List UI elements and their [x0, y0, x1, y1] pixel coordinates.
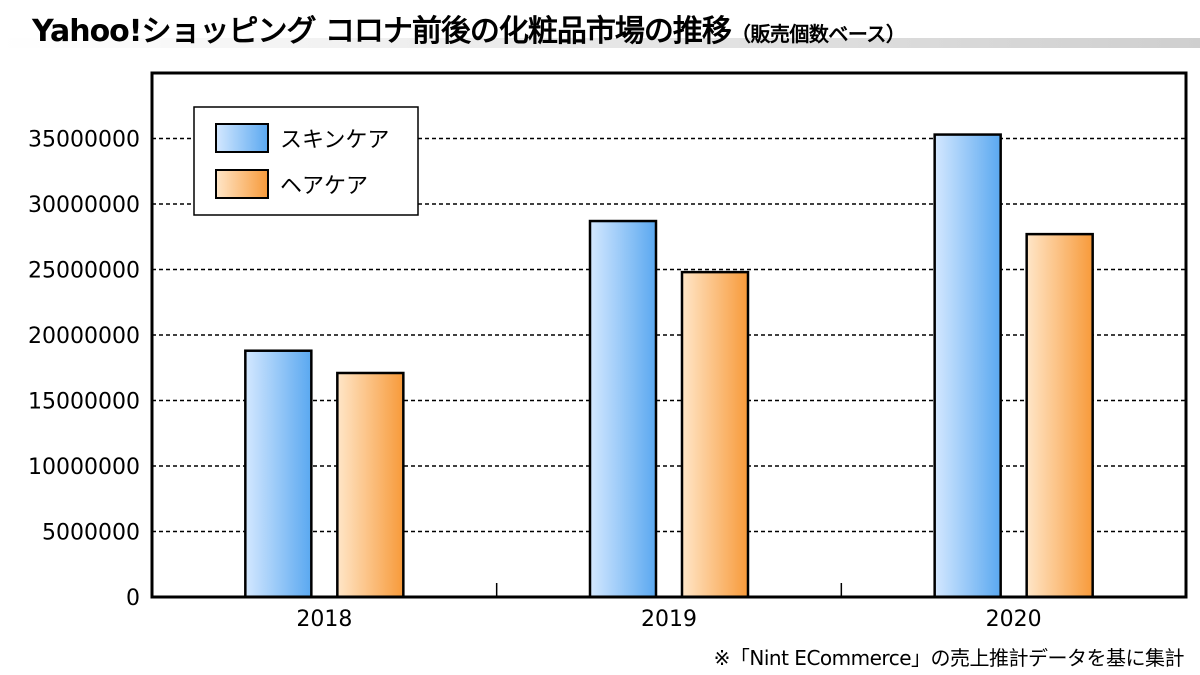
title-underline-shade [0, 38, 1200, 48]
legend-swatch-haircare [215, 169, 269, 199]
y-tick-label: 25000000 [28, 259, 140, 284]
bar-haircare-2019 [680, 270, 750, 599]
y-tick-label: 5000000 [42, 521, 140, 546]
chart-title-main: Yahoo!ショッピング コロナ前後の化粧品市場の推移 [32, 14, 732, 49]
bar-haircare-2020 [1025, 232, 1094, 599]
grid-lines [152, 137, 1186, 533]
bars [244, 133, 1094, 599]
x-axis-ticks: 2018 2019 2020 [296, 583, 1042, 632]
y-tick-label: 15000000 [28, 390, 140, 415]
bar-haircare-2018 [336, 371, 405, 599]
legend-label-skincare: スキンケア [280, 128, 389, 153]
bar-skincare-2019 [588, 219, 658, 599]
source-footnote: ※「Nint ECommerce」の売上推計データを基に集計 [713, 646, 1185, 670]
y-tick-label: 35000000 [28, 128, 140, 153]
y-axis-ticks: 0 5000000 10000000 15000000 20000000 25000000… [28, 128, 140, 612]
chart-title-sub: （販売個数ベース） [730, 22, 906, 46]
bar-skincare-2020 [933, 133, 1002, 599]
y-tick-label: 30000000 [28, 193, 140, 218]
x-tick-label: 2019 [641, 607, 697, 632]
bar-skincare-2018 [244, 349, 313, 599]
chart-title: Yahoo!ショッピング コロナ前後の化粧品市場の推移（販売個数ベース） [32, 6, 906, 50]
bar-chart: 0 5000000 10000000 15000000 20000000 25000000… [28, 71, 1188, 632]
legend-swatch-skincare [215, 123, 269, 153]
x-tick-label: 2018 [296, 607, 352, 632]
legend-label-haircare: ヘアケア [280, 174, 368, 199]
plot-frame [150, 71, 1188, 599]
y-tick-label: 0 [126, 586, 140, 611]
title-band: Yahoo!ショッピング コロナ前後の化粧品市場の推移（販売個数ベース） [0, 0, 1200, 54]
x-tick-label: 2020 [986, 607, 1042, 632]
y-tick-label: 20000000 [28, 324, 140, 349]
y-tick-label: 10000000 [28, 455, 140, 480]
